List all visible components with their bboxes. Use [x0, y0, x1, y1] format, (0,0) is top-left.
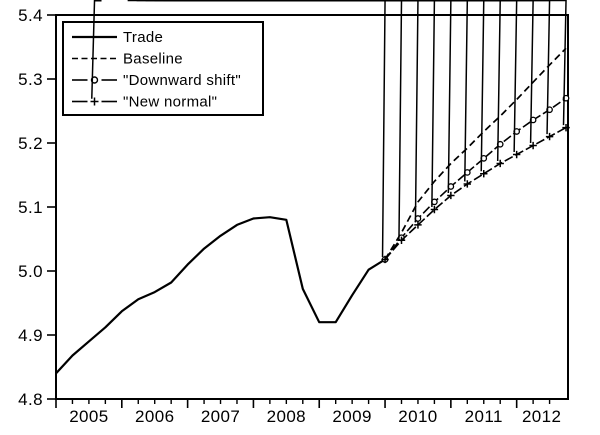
- x-tick-label: 2009: [332, 407, 371, 426]
- y-tick-label: 5.0: [18, 262, 43, 281]
- series-trade-line: [55, 216, 386, 375]
- series-baseline-line: [384, 47, 567, 260]
- y-tick-label: 5.4: [18, 6, 43, 25]
- legend-item-label: "New normal": [123, 94, 217, 111]
- legend-item-label: Baseline: [123, 51, 183, 68]
- x-tick-label: 2008: [267, 407, 306, 426]
- y-tick-label: 4.9: [18, 326, 43, 345]
- y-tick-label: 5.1: [18, 198, 43, 217]
- x-tick-label: 2010: [398, 407, 437, 426]
- legend-item-label: Trade: [123, 29, 163, 46]
- x-tick-label: 2005: [69, 407, 108, 426]
- y-tick-label: 4.8: [18, 390, 43, 409]
- marker-asterisk: [259, 0, 389, 264]
- marker-asterisk: [127, 0, 570, 132]
- marker-asterisk: [240, 0, 406, 244]
- legend-marker-asterisk: [90, 0, 102, 106]
- x-tick-label: 2007: [201, 407, 240, 426]
- x-tick-label: 2012: [522, 407, 561, 426]
- x-tick-label: 2011: [465, 407, 503, 426]
- series-new-normal-line: [384, 126, 567, 261]
- x-tick-label: 2006: [135, 407, 174, 426]
- y-tick-label: 5.2: [18, 134, 43, 153]
- legend-item-label: "Downward shift": [123, 72, 241, 89]
- y-tick-label: 5.3: [18, 70, 43, 89]
